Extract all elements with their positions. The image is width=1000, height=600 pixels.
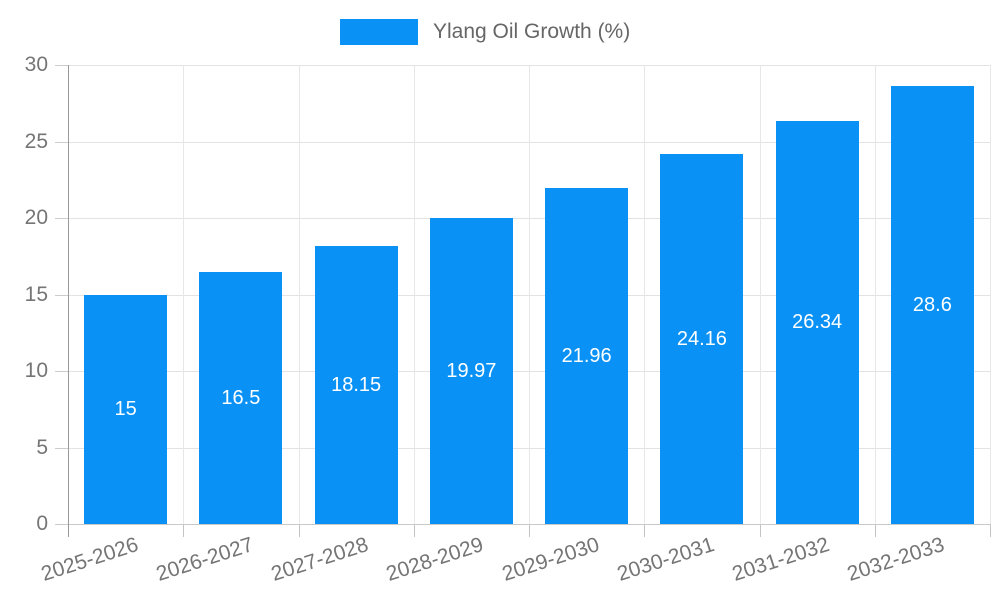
x-axis-tick [298,524,300,537]
legend-label: Ylang Oil Growth (%) [433,20,631,43]
legend-swatch-icon [340,19,418,45]
x-axis-tick [644,524,646,537]
x-gridline [759,65,761,524]
x-axis-tick [183,524,185,537]
bar[interactable] [429,218,513,524]
x-gridline [990,65,991,524]
bar-value-label: 26.34 [792,311,843,334]
y-axis-tick-label: 0 [36,512,48,535]
y-axis-tick-label: 15 [24,282,48,306]
legend-item[interactable]: Ylang Oil Growth (%) [340,19,630,45]
x-gridline [529,65,530,524]
x-gridline [183,65,185,524]
y-axis-tick-label: 30 [24,53,48,76]
y-axis-tick [55,294,68,296]
x-axis-tick [413,524,415,537]
x-axis-line [55,524,990,525]
bar[interactable] [84,294,168,524]
bar-value-label: 16.5 [221,386,261,409]
bar-value-label: 21.96 [561,345,612,367]
bar-value-label: 19.97 [446,360,497,383]
y-axis-tick [55,371,68,372]
bar-value-label: 24.16 [676,328,727,351]
bar-value-label: 18.15 [331,374,382,397]
x-axis-tick [990,524,991,537]
x-gridline [298,65,300,524]
y-axis-tick [55,447,68,449]
x-axis-tick [759,524,761,537]
y-axis-tick [55,141,68,143]
y-axis-tick [55,65,68,66]
bar[interactable] [545,188,629,524]
x-gridline [874,65,876,524]
x-gridline [413,65,415,524]
x-gridline [644,65,646,524]
y-axis-tick [55,218,68,219]
x-axis-tick [874,524,876,537]
y-axis-tick-label: 25 [24,129,48,153]
bar[interactable] [199,271,283,524]
x-axis-tick [529,524,530,537]
bar[interactable] [660,154,744,524]
y-axis-line [68,65,69,537]
bar[interactable] [314,246,398,524]
y-axis-tick-label: 20 [24,206,48,229]
bar-value-label: 28.6 [912,294,952,317]
y-axis-tick-label: 10 [24,359,48,382]
y-axis-tick-label: 5 [36,435,48,459]
bar-value-label: 15 [114,398,137,421]
bar[interactable] [775,120,859,524]
bar[interactable] [890,86,974,524]
